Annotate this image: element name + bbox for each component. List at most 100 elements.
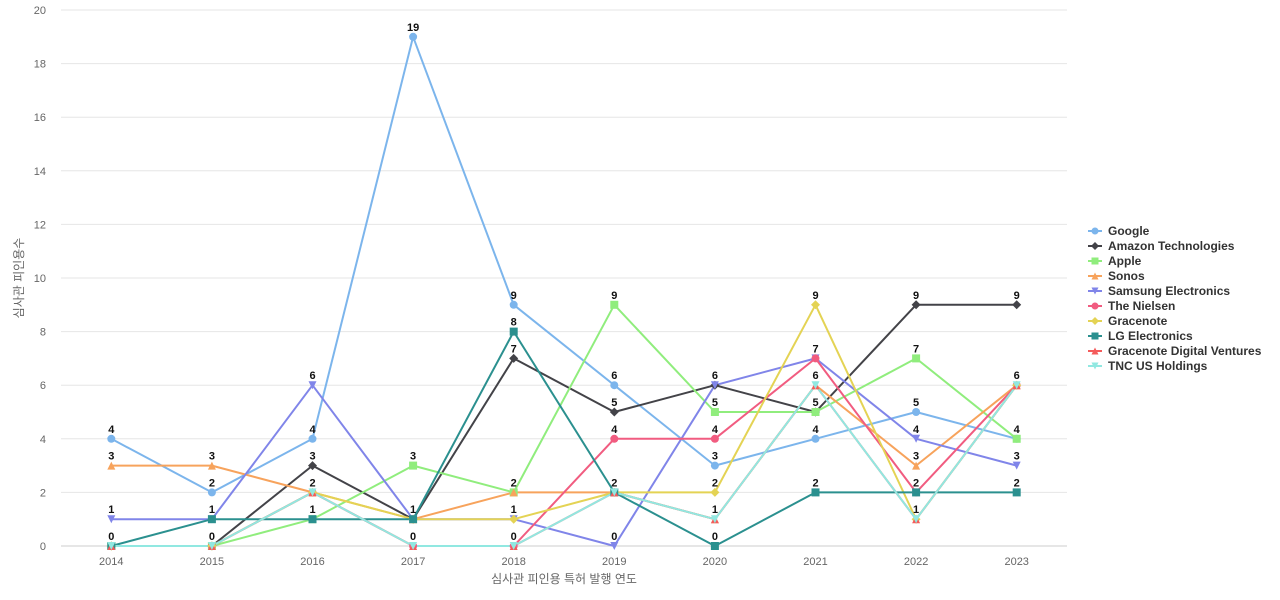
data-point-samsung-electronics — [107, 515, 116, 524]
data-point-tnc-us-holdings — [409, 542, 418, 550]
data-label: 1 — [511, 504, 517, 516]
data-label: 4 — [1014, 424, 1021, 436]
legend-label: Sonos — [1108, 269, 1145, 283]
data-point-google — [710, 461, 719, 470]
series-line-gracenote-digital-ventures — [111, 384, 1018, 547]
data-point-lg-electronics — [409, 515, 418, 524]
series-line-samsung-electronics — [111, 357, 1017, 547]
data-label: 1 — [309, 504, 315, 516]
data-point-google — [509, 300, 518, 309]
data-point-gracenote — [509, 514, 519, 524]
x-axis-ticks: 2014 2015 2016 2017 2018 2019 2020 2021 2022 2023 — [99, 556, 1029, 568]
x-tick-label: 2021 — [803, 556, 827, 568]
data-point-tnc-us-holdings — [509, 542, 518, 550]
data-label: 4 — [812, 424, 819, 436]
legend-marker — [1091, 272, 1099, 280]
x-tick-label: 2023 — [1004, 556, 1028, 568]
legend-item-the-nielsen[interactable]: The Nielsen — [1088, 299, 1175, 313]
legend-item-tnc-us-holdings[interactable]: TNC US Holdings — [1088, 359, 1208, 373]
data-labels: 4310321064321193109872109654206543210976… — [108, 22, 1020, 543]
data-label: 6 — [1014, 370, 1020, 382]
legend-item-gracenote[interactable]: Gracenote — [1088, 314, 1168, 328]
data-label: 3 — [913, 451, 919, 463]
data-label: 0 — [410, 531, 416, 543]
y-tick-label: 4 — [40, 434, 46, 446]
legend-label: Gracenote Digital Ventures — [1108, 344, 1262, 358]
y-tick-label: 12 — [34, 219, 46, 231]
legend-item-samsung-electronics[interactable]: Samsung Electronics — [1088, 284, 1230, 298]
x-tick-label: 2016 — [300, 556, 324, 568]
y-tick-label: 20 — [34, 5, 46, 17]
legend-label: Google — [1108, 224, 1150, 238]
legend-marker — [1091, 302, 1099, 310]
legend-item-lg-electronics[interactable]: LG Electronics — [1088, 329, 1193, 343]
data-point-lg-electronics — [308, 515, 317, 524]
legend-label: Samsung Electronics — [1108, 284, 1230, 298]
data-label: 5 — [812, 397, 818, 409]
x-tick-label: 2018 — [501, 556, 525, 568]
data-point-amazon-technologies — [308, 461, 317, 471]
data-point-tnc-us-holdings — [107, 542, 116, 550]
data-point-apple — [710, 408, 719, 416]
data-label: 9 — [1014, 290, 1020, 302]
data-label: 2 — [712, 477, 718, 489]
data-label: 0 — [611, 531, 617, 543]
data-point-google — [308, 434, 317, 443]
legend-marker — [1091, 242, 1099, 250]
data-point-amazon-technologies — [609, 407, 619, 417]
y-tick-label: 16 — [34, 112, 46, 124]
data-point-google — [811, 434, 820, 443]
data-point-samsung-electronics — [1012, 461, 1021, 470]
data-label: 4 — [309, 424, 316, 436]
legend-item-google[interactable]: Google — [1088, 224, 1150, 238]
data-point-tnc-us-holdings — [1012, 381, 1021, 390]
data-point-tnc-us-holdings — [610, 488, 619, 497]
data-label: 8 — [511, 317, 517, 329]
data-label: 0 — [108, 531, 114, 543]
data-point-samsung-electronics — [610, 542, 619, 550]
data-point-tnc-us-holdings — [811, 381, 820, 390]
data-label: 4 — [108, 424, 115, 436]
x-tick-label: 2014 — [99, 556, 123, 568]
data-point-amazon-technologies — [911, 300, 921, 310]
data-label: 1 — [108, 504, 114, 516]
data-point-the-nielsen — [811, 354, 820, 363]
data-label: 9 — [913, 290, 919, 302]
data-point-google — [107, 434, 116, 443]
data-label: 2 — [511, 477, 517, 489]
data-label: 4 — [611, 424, 618, 436]
data-point-samsung-electronics — [912, 434, 921, 443]
legend-item-amazon-technologies[interactable]: Amazon Technologies — [1088, 239, 1235, 253]
legend-label: LG Electronics — [1108, 329, 1193, 343]
data-label: 3 — [712, 451, 718, 463]
data-label: 7 — [913, 343, 919, 355]
data-label: 0 — [712, 531, 718, 543]
x-axis-title: 심사관 피인용 특허 발행 연도 — [491, 571, 637, 586]
data-point-gracenote — [811, 300, 820, 310]
data-label: 1 — [913, 504, 919, 516]
legend-item-apple[interactable]: Apple — [1088, 254, 1142, 268]
legend-item-sonos[interactable]: Sonos — [1088, 269, 1145, 283]
series-line-apple — [111, 303, 1018, 547]
data-point-tnc-us-holdings — [912, 515, 921, 524]
series-markers — [106, 32, 1022, 551]
data-label: 3 — [1014, 451, 1020, 463]
y-tick-label: 10 — [34, 273, 46, 285]
data-label: 9 — [812, 290, 818, 302]
x-tick-label: 2020 — [703, 556, 727, 568]
data-label: 19 — [407, 22, 419, 34]
legend-marker — [1091, 347, 1099, 355]
data-point-google — [409, 32, 418, 41]
legend-label: Gracenote — [1108, 314, 1168, 328]
data-label: 4 — [712, 424, 719, 436]
gridlines — [61, 9, 1067, 547]
y-tick-label: 18 — [34, 59, 46, 71]
legend-marker — [1091, 257, 1099, 265]
x-tick-label: 2022 — [904, 556, 928, 568]
x-tick-label: 2017 — [401, 556, 425, 568]
legend-item-gracenote-digital-ventures[interactable]: Gracenote Digital Ventures — [1088, 344, 1262, 358]
data-label: 5 — [712, 397, 718, 409]
data-label: 5 — [913, 397, 919, 409]
data-point-apple — [409, 461, 418, 470]
